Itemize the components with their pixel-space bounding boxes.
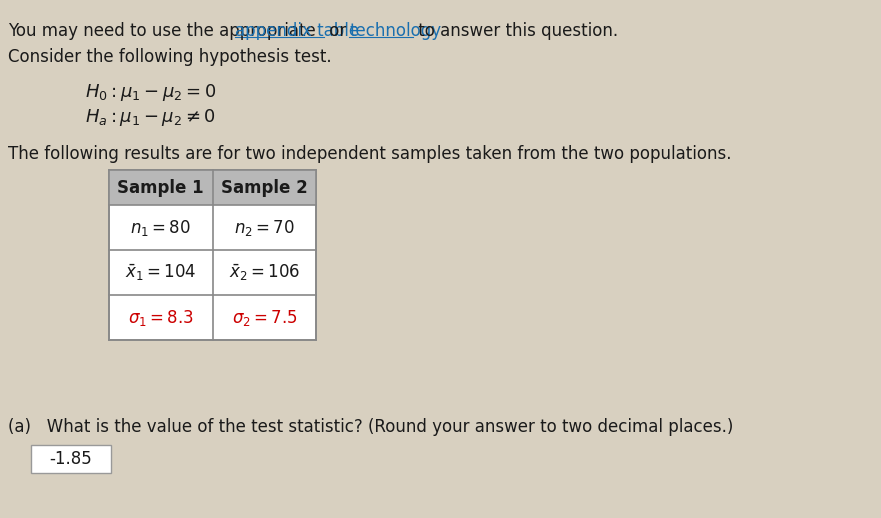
Text: (a)   What is the value of the test statistic? (Round your answer to two decimal: (a) What is the value of the test statis… [8,418,733,436]
Text: -1.85: -1.85 [49,450,93,468]
Text: You may need to use the appropriate: You may need to use the appropriate [8,22,321,40]
Text: or: or [324,22,352,40]
Text: $\bar{x}_2 = 106$: $\bar{x}_2 = 106$ [229,262,300,283]
Text: Sample 2: Sample 2 [221,179,307,196]
Text: $\sigma_2 = 7.5$: $\sigma_2 = 7.5$ [232,308,298,327]
Text: $\bar{x}_1 = 104$: $\bar{x}_1 = 104$ [125,262,196,283]
FancyBboxPatch shape [108,170,316,205]
Text: technology: technology [349,22,441,40]
Text: to answer this question.: to answer this question. [412,22,618,40]
FancyBboxPatch shape [0,0,833,518]
Text: appendix table: appendix table [235,22,359,40]
Text: $H_0: \mu_1 - \mu_2 = 0$: $H_0: \mu_1 - \mu_2 = 0$ [85,82,217,103]
Text: $n_1 = 80$: $n_1 = 80$ [130,218,191,237]
FancyBboxPatch shape [108,170,316,340]
Text: $H_a: \mu_1 - \mu_2 \neq 0$: $H_a: \mu_1 - \mu_2 \neq 0$ [85,107,216,128]
Text: Consider the following hypothesis test.: Consider the following hypothesis test. [8,48,331,66]
Text: $\sigma_1 = 8.3$: $\sigma_1 = 8.3$ [128,308,194,327]
Text: The following results are for two independent samples taken from the two populat: The following results are for two indepe… [8,145,731,163]
FancyBboxPatch shape [31,445,110,473]
Text: $n_2 = 70$: $n_2 = 70$ [234,218,295,237]
Text: Sample 1: Sample 1 [117,179,204,196]
